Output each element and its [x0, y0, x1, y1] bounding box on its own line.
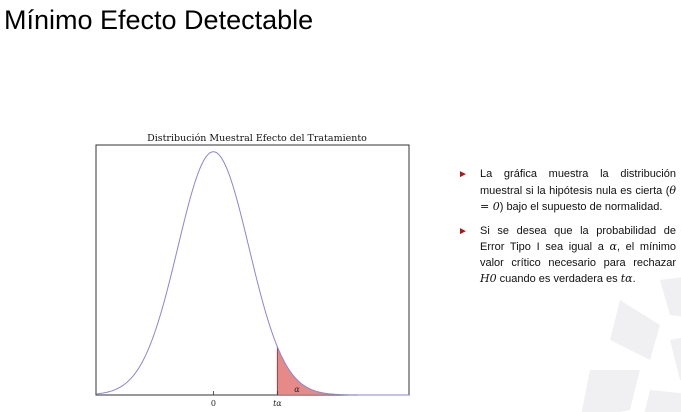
alpha-label: α [294, 385, 300, 394]
bullet-2-math-alpha: α [609, 240, 617, 253]
bullet-2-text-before: Si se desea que la probabilidad de Error… [480, 224, 676, 254]
bullet-1-text-before: La gráfica muestra la distribución muest… [480, 168, 676, 197]
x-tick-label-0: 0 [211, 399, 216, 408]
x-axis-ticks: 0 tα [211, 391, 282, 408]
chart-frame [95, 144, 410, 396]
watermark-logo [581, 230, 681, 412]
chart-title: Distribución Muestral Efecto del Tratami… [147, 133, 367, 144]
bullet-item-1: La gráfica muestra la distribución muest… [458, 167, 676, 216]
density-curve [95, 151, 409, 396]
slide-title: Mínimo Efecto Detectable [4, 5, 314, 35]
bullet-2-text-middle: , el mínimo valor crítico necesario para… [480, 241, 676, 269]
bullet-item-2: Si se desea que la probabilidad de Error… [458, 224, 676, 288]
bullet-2-math-h0: H0 [480, 272, 497, 285]
bullet-1-text-after: ) bajo el supuesto de normalidad. [499, 201, 663, 213]
bullet-2-text-middle2: cuando es verdadera es [496, 273, 621, 285]
bullet-1-math: θ = 0 [480, 183, 676, 214]
bullet-2-text-after: . [632, 273, 636, 285]
bullet-list: La gráfica muestra la distribución muest… [458, 167, 676, 296]
alpha-region [277, 346, 409, 395]
x-tick-label-1: tα [273, 399, 282, 408]
bullet-2-math-t-alpha: tα [620, 272, 633, 285]
